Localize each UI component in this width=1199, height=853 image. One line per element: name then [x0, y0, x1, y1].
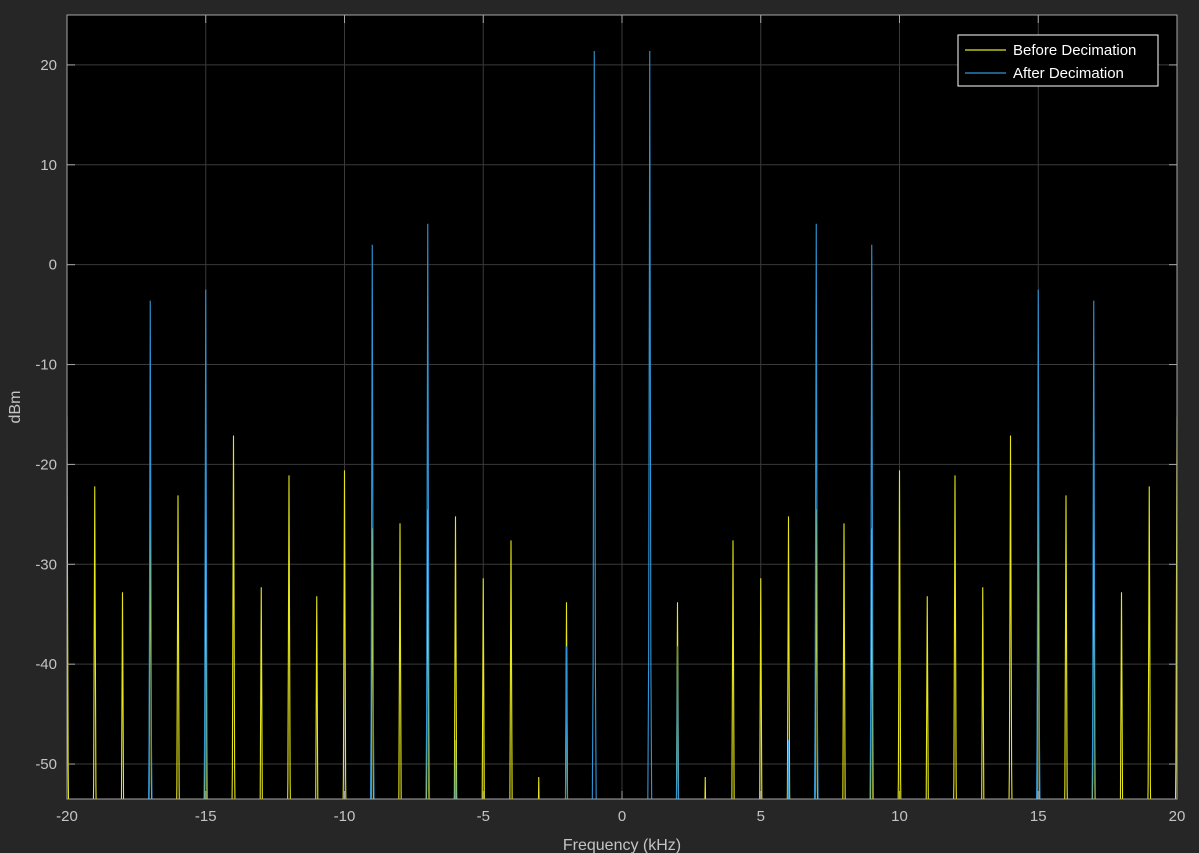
spectral-peak	[259, 587, 263, 799]
y-tick-label: -50	[35, 756, 57, 773]
x-tick-label: -10	[334, 808, 356, 825]
spectral-peak	[731, 540, 735, 799]
spectral-peak	[787, 740, 790, 799]
y-tick-label: 10	[40, 157, 57, 174]
spectral-peak	[1008, 435, 1013, 799]
spectral-peak	[231, 435, 236, 799]
spectral-peak	[1147, 486, 1152, 799]
spectral-peak	[925, 596, 929, 799]
spectral-peak	[537, 777, 540, 799]
spectral-peak	[981, 587, 985, 799]
y-tick-label: 0	[49, 257, 57, 274]
spectral-peak	[481, 578, 485, 799]
spectral-peak	[1091, 300, 1096, 799]
y-axis-ticks: -50 -40 -30 -20 -10 0 10 20	[35, 57, 1177, 773]
y-tick-label: -40	[35, 656, 57, 673]
spectral-peak	[1036, 289, 1041, 799]
spectral-peak	[92, 486, 97, 799]
spectral-peak	[814, 509, 819, 799]
x-axis-label: Frequency (kHz)	[563, 837, 681, 853]
spectral-peak	[842, 523, 846, 799]
spectral-peak	[370, 528, 374, 799]
spectral-peak	[565, 646, 568, 799]
legend-box	[957, 34, 1159, 87]
spectral-peak	[148, 300, 153, 799]
legend-entry[interactable]: After Decimation	[1013, 65, 1124, 82]
spectral-peak	[953, 475, 957, 799]
spectral-peak	[342, 470, 347, 799]
spectral-peak	[759, 578, 763, 799]
spectral-peak	[453, 516, 458, 799]
spectral-peak	[647, 50, 653, 799]
spectral-peak	[676, 646, 679, 799]
spectral-peak	[454, 740, 457, 799]
spectral-peak	[120, 592, 125, 799]
spectral-peak	[315, 596, 319, 799]
spectral-peak	[1064, 495, 1068, 799]
spectral-peak	[398, 523, 402, 799]
spectral-peak	[287, 475, 291, 799]
spectral-peak	[509, 540, 513, 799]
spectral-peak	[564, 602, 569, 799]
y-tick-label: -30	[35, 556, 57, 573]
x-tick-label: 0	[618, 808, 626, 825]
spectral-peak	[675, 602, 680, 799]
spectral-peak	[870, 528, 874, 799]
spectral-peak	[813, 223, 819, 799]
spectral-peak	[897, 470, 902, 799]
y-axis-label: dBm	[7, 391, 24, 424]
series-after-decimation	[148, 50, 1096, 799]
x-tick-label: -15	[195, 808, 217, 825]
spectral-peak	[704, 777, 707, 799]
spectral-peak	[869, 244, 875, 799]
x-tick-label: 5	[757, 808, 765, 825]
x-tick-label: 15	[1030, 808, 1047, 825]
spectral-peak	[203, 289, 208, 799]
y-tick-label: -20	[35, 456, 57, 473]
spectral-peak	[425, 223, 431, 799]
spectral-peak	[176, 495, 180, 799]
spectral-peak	[786, 516, 791, 799]
spectral-peak	[425, 509, 430, 799]
x-tick-label: -20	[56, 808, 78, 825]
legend-entry[interactable]: Before Decimation	[1013, 42, 1136, 59]
y-tick-label: 20	[40, 57, 57, 74]
spectral-peak	[591, 50, 597, 799]
legend[interactable]: Before Decimation After Decimation	[957, 34, 1159, 87]
x-tick-label: 10	[891, 808, 908, 825]
x-tick-label: -5	[477, 808, 490, 825]
spectral-peak	[1119, 592, 1124, 799]
x-axis-ticks: -20 -15 -10 -5 0 5 10 15 20	[56, 15, 1185, 825]
y-tick-label: -10	[35, 357, 57, 374]
x-tick-label: 20	[1169, 808, 1186, 825]
spectral-peak	[369, 244, 375, 799]
series-layer	[67, 50, 1177, 799]
